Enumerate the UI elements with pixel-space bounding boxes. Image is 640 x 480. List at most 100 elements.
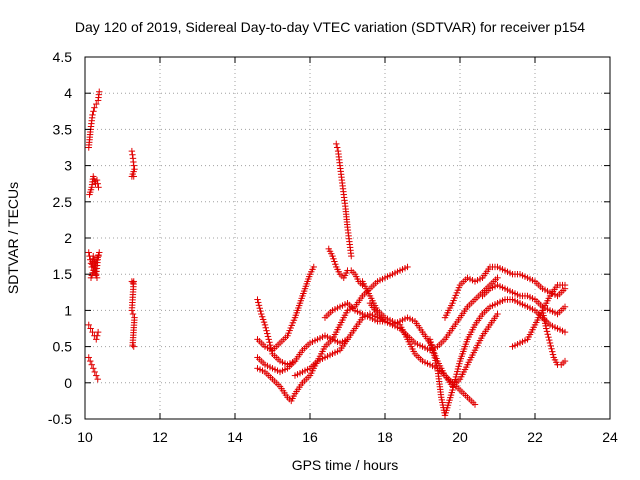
- y-tick-label: 4.5: [53, 49, 73, 65]
- data-point-interp: [255, 302, 263, 309]
- data-point-interp: [543, 328, 551, 335]
- x-tick-label: 12: [152, 429, 168, 445]
- y-tick-label: 0: [64, 375, 72, 391]
- data-point-interp: [262, 324, 269, 331]
- data-point: [128, 307, 136, 314]
- data-point: [93, 372, 100, 379]
- data-point: [87, 357, 94, 365]
- x-tick-label: 20: [452, 429, 468, 445]
- data-point-interp: [256, 305, 263, 312]
- data-point: [265, 336, 272, 343]
- y-tick-label: 1: [64, 302, 72, 318]
- data-point: [91, 368, 98, 376]
- grid-lines: [85, 57, 610, 419]
- data-point: [94, 328, 102, 336]
- data-point-interp: [549, 351, 557, 358]
- y-tick-label: 3.5: [53, 121, 73, 137]
- y-tick-label: 3: [64, 158, 72, 174]
- y-tick-label: 1.5: [53, 266, 73, 282]
- data-point: [494, 274, 501, 282]
- data-point-interp: [267, 341, 274, 349]
- data-point-interp: [548, 345, 555, 352]
- data-point: [471, 401, 479, 408]
- data-point-interp: [129, 151, 136, 158]
- y-tick-label: 0.5: [53, 339, 73, 355]
- data-point: [561, 281, 569, 289]
- y-tick-label: 4: [64, 85, 72, 101]
- data-point: [129, 341, 136, 349]
- data-point: [494, 310, 501, 318]
- plot-frame: [84, 56, 611, 420]
- data-point: [96, 88, 103, 95]
- data-point: [561, 328, 569, 336]
- data-point-interp: [93, 332, 101, 339]
- data-point: [404, 263, 411, 271]
- data-point: [254, 296, 261, 303]
- data-point-interp: [259, 316, 267, 323]
- data-point: [546, 339, 554, 347]
- axis-ticks: 10 12 14 16 18 20 22 24 -0.5 0 0.5 1 1.5 2 2.5 3 3.5 4 4.5: [48, 49, 618, 445]
- data-point: [93, 100, 100, 108]
- data-point: [88, 361, 95, 368]
- data-point-interp: [547, 342, 554, 350]
- data-point-interp: [263, 327, 270, 334]
- data-point-interp: [333, 144, 341, 151]
- data-point: [85, 321, 92, 329]
- data-point-interp: [264, 330, 271, 337]
- data-point: [85, 249, 92, 256]
- x-tick-label: 24: [602, 429, 618, 445]
- data-point: [93, 274, 101, 282]
- y-tick-label: 2: [64, 230, 72, 246]
- data-point-interp: [330, 255, 337, 263]
- data-point: [261, 321, 269, 329]
- data-point: [89, 111, 96, 119]
- data-point: [90, 365, 97, 372]
- data-point: [348, 252, 355, 260]
- data-point-interp: [264, 333, 272, 340]
- x-tick-label: 14: [227, 429, 243, 445]
- data-point: [91, 104, 98, 111]
- data-point-interp: [260, 318, 268, 326]
- data-point-interp: [258, 313, 266, 320]
- data-point: [85, 354, 92, 361]
- data-point-interp: [267, 344, 275, 352]
- x-tick-label: 18: [377, 429, 393, 445]
- data-point: [561, 357, 569, 365]
- data-point-interp: [255, 299, 262, 306]
- data-point-interp: [331, 258, 338, 265]
- y-tick-label: 2.5: [53, 194, 73, 210]
- data-point: [130, 173, 137, 180]
- data-point: [310, 263, 317, 271]
- data-point: [561, 303, 569, 310]
- data-point: [129, 310, 137, 318]
- data-point: [130, 343, 137, 350]
- data-point-interp: [544, 331, 551, 338]
- data-point: [130, 162, 137, 169]
- data-point-interp: [90, 108, 97, 115]
- data-point: [543, 325, 550, 332]
- data-point-interp: [545, 333, 552, 341]
- data-point: [87, 325, 94, 332]
- data-point-interp: [549, 348, 556, 355]
- data-point: [329, 252, 336, 260]
- y-axis-label: SDTVAR / TECUs: [5, 182, 21, 294]
- x-tick-label: 22: [527, 429, 543, 445]
- y-tick-label: -0.5: [48, 411, 72, 427]
- data-point: [94, 375, 101, 383]
- data-point: [93, 336, 100, 343]
- data-point-interp: [266, 339, 273, 346]
- data-point-interp: [332, 261, 339, 268]
- data-point: [128, 147, 136, 155]
- data-point: [95, 184, 102, 191]
- chart-title: Day 120 of 2019, Sidereal Day-to-day VTE…: [75, 19, 585, 35]
- data-point-interp: [94, 180, 101, 187]
- data-point: [258, 310, 265, 318]
- data-points: [85, 88, 569, 419]
- x-tick-label: 10: [77, 429, 93, 445]
- data-point-interp: [546, 336, 553, 344]
- data-point: [93, 176, 101, 184]
- data-point: [333, 140, 340, 148]
- data-point-interp: [268, 347, 275, 355]
- data-point-interp: [257, 307, 264, 315]
